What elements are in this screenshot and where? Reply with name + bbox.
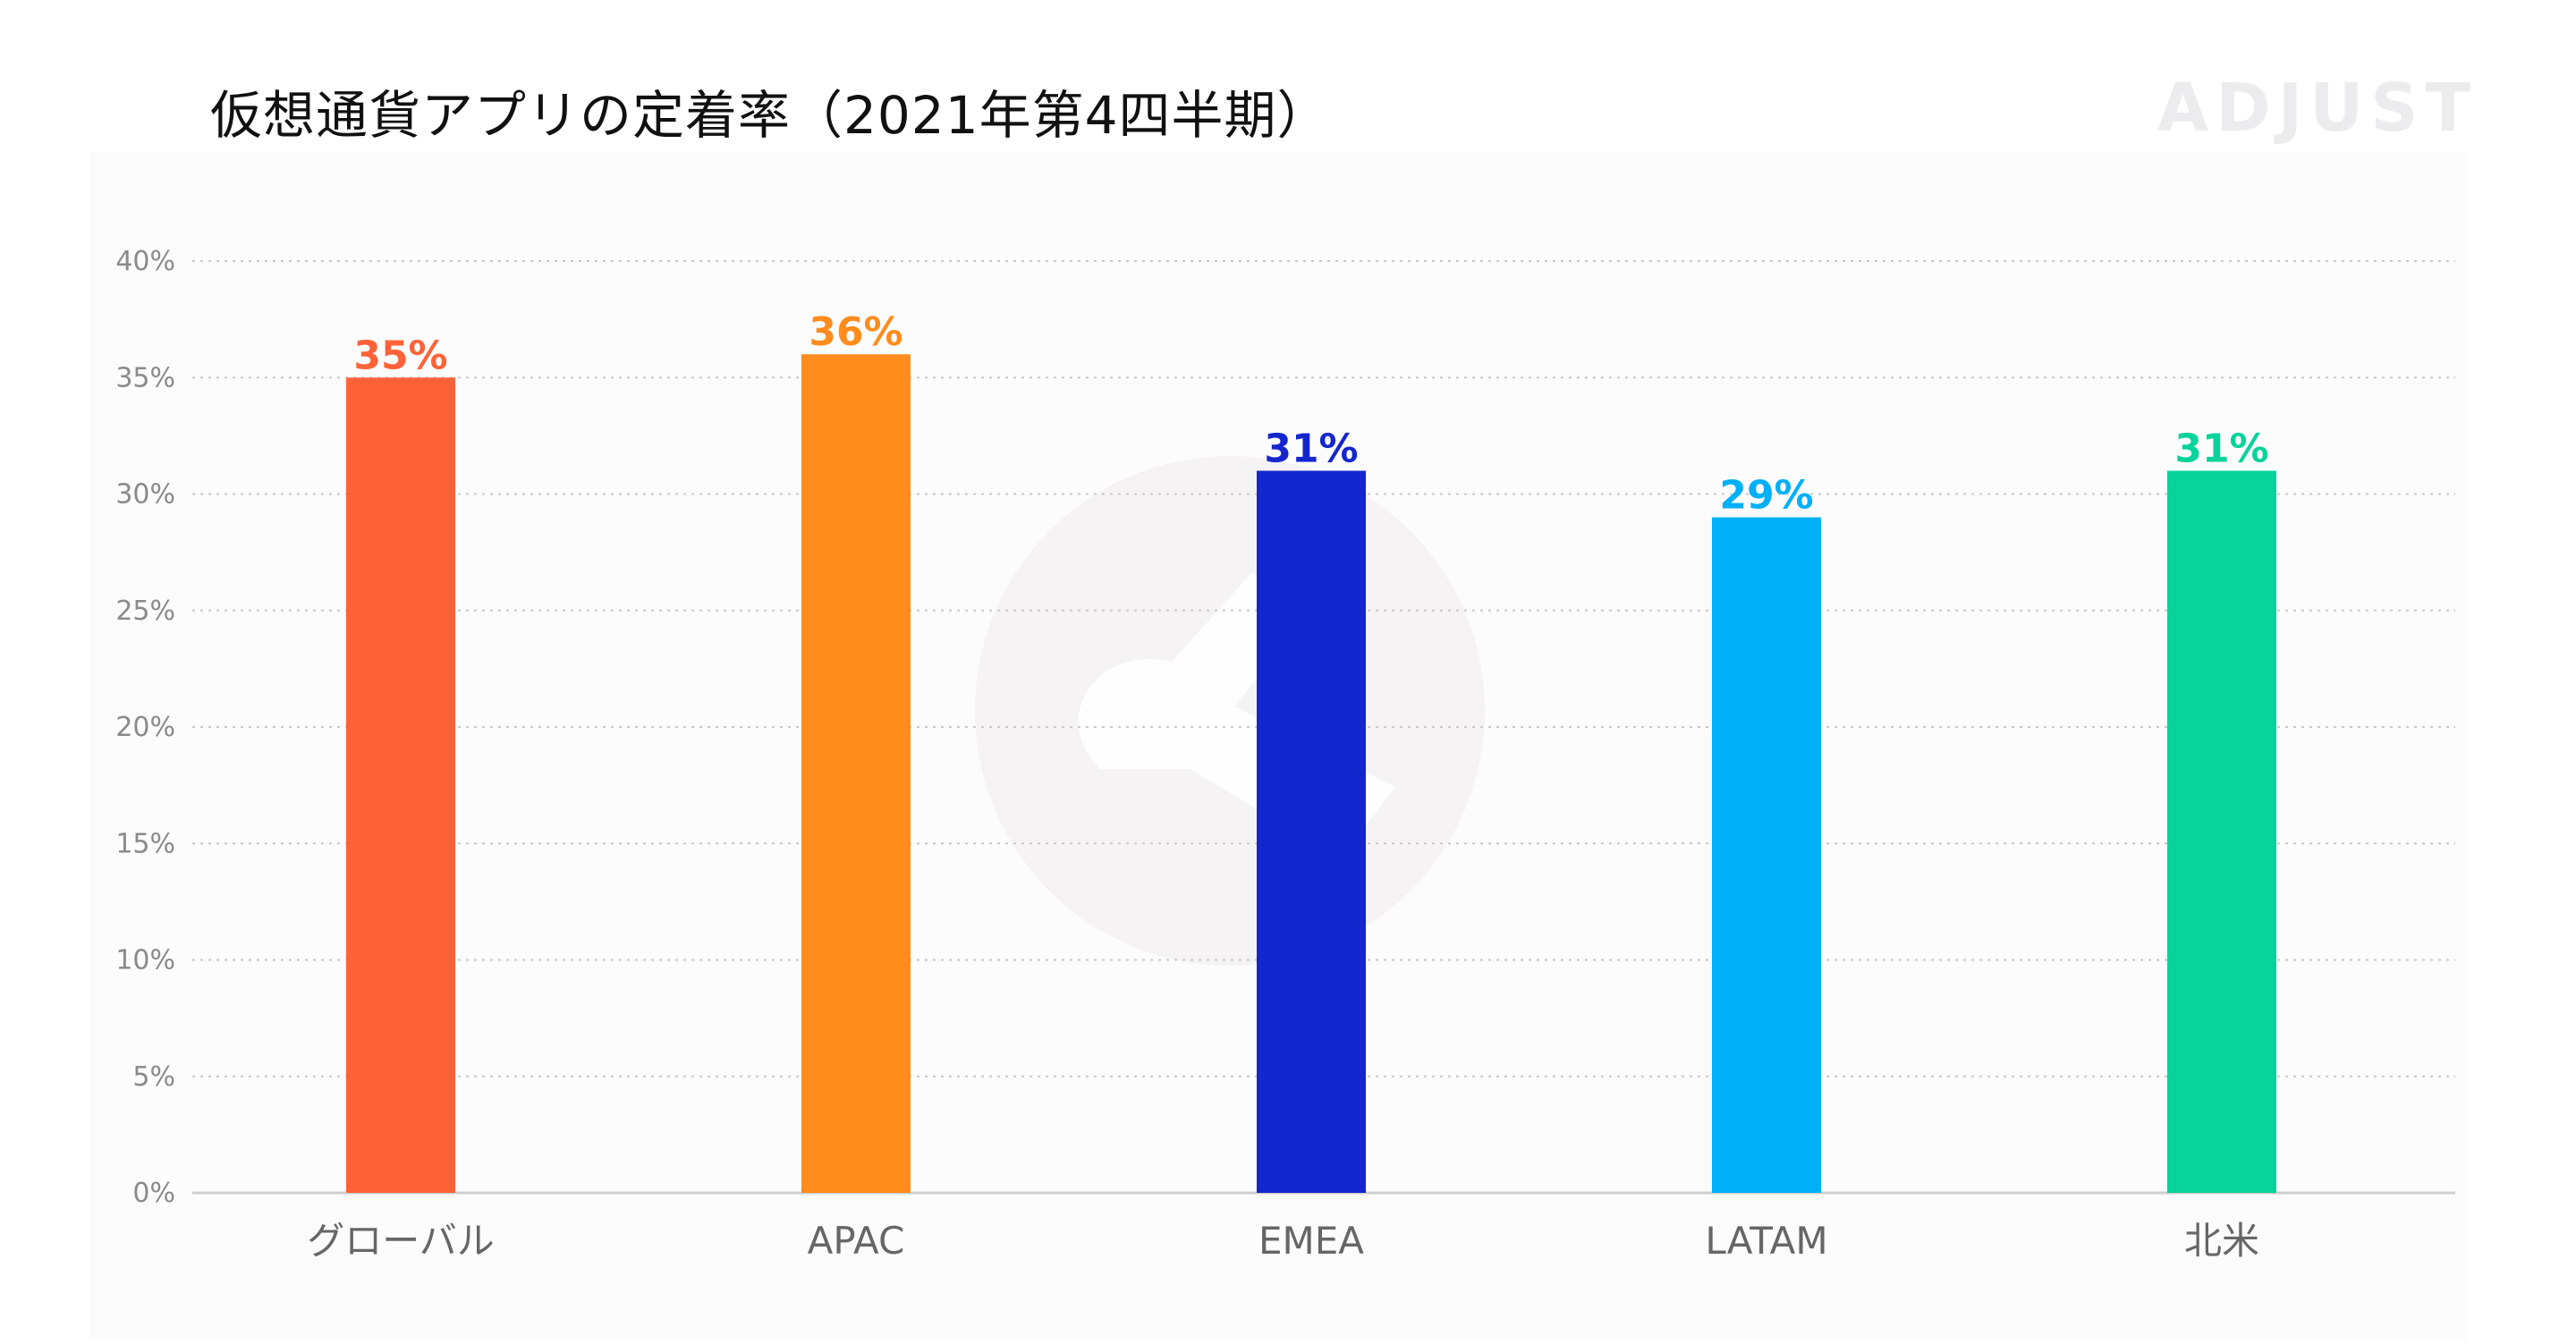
value-label: 31% bbox=[2174, 426, 2268, 471]
adjust-emblem-watermark bbox=[975, 456, 1485, 966]
x-axis-categories: グローバル APAC EMEA LATAM 北米 bbox=[307, 1219, 2259, 1263]
y-tick-label: 40% bbox=[115, 246, 175, 277]
y-tick-label: 20% bbox=[115, 712, 175, 743]
value-label: 36% bbox=[809, 309, 902, 355]
y-tick-label: 15% bbox=[115, 828, 175, 859]
value-label: 29% bbox=[1719, 473, 1813, 519]
bar-0 bbox=[346, 377, 455, 1193]
value-label: 35% bbox=[353, 333, 447, 378]
bar-1 bbox=[801, 354, 911, 1193]
y-tick-label: 25% bbox=[115, 596, 175, 627]
y-tick-label: 5% bbox=[132, 1061, 175, 1093]
y-axis-ticks: 0% 5% 10% 15% 20% 25% 30% 35% 40% bbox=[115, 246, 175, 1209]
value-labels: 35% 36% 31% 29% 31% bbox=[353, 309, 2268, 518]
x-category-label: 北米 bbox=[2184, 1219, 2259, 1263]
x-category-label: EMEA bbox=[1258, 1219, 1364, 1263]
value-label: 31% bbox=[1264, 426, 1358, 471]
chart-title: 仮想通貨アプリの定着率（2021年第4四半期） bbox=[210, 85, 1330, 146]
adjust-logo-watermark: ADJUST bbox=[2157, 70, 2478, 147]
x-category-label: LATAM bbox=[1705, 1219, 1827, 1263]
y-tick-label: 30% bbox=[115, 479, 175, 511]
x-category-label: グローバル bbox=[307, 1219, 495, 1263]
x-category-label: APAC bbox=[808, 1219, 905, 1263]
bar-4 bbox=[2167, 470, 2276, 1193]
y-tick-label: 0% bbox=[132, 1178, 175, 1209]
y-tick-label: 10% bbox=[115, 945, 175, 976]
y-gridlines bbox=[192, 260, 2455, 1078]
y-tick-label: 35% bbox=[115, 362, 175, 393]
bar-series bbox=[346, 354, 2276, 1193]
bar-2 bbox=[1257, 470, 1366, 1193]
bar-3 bbox=[1712, 517, 1821, 1193]
